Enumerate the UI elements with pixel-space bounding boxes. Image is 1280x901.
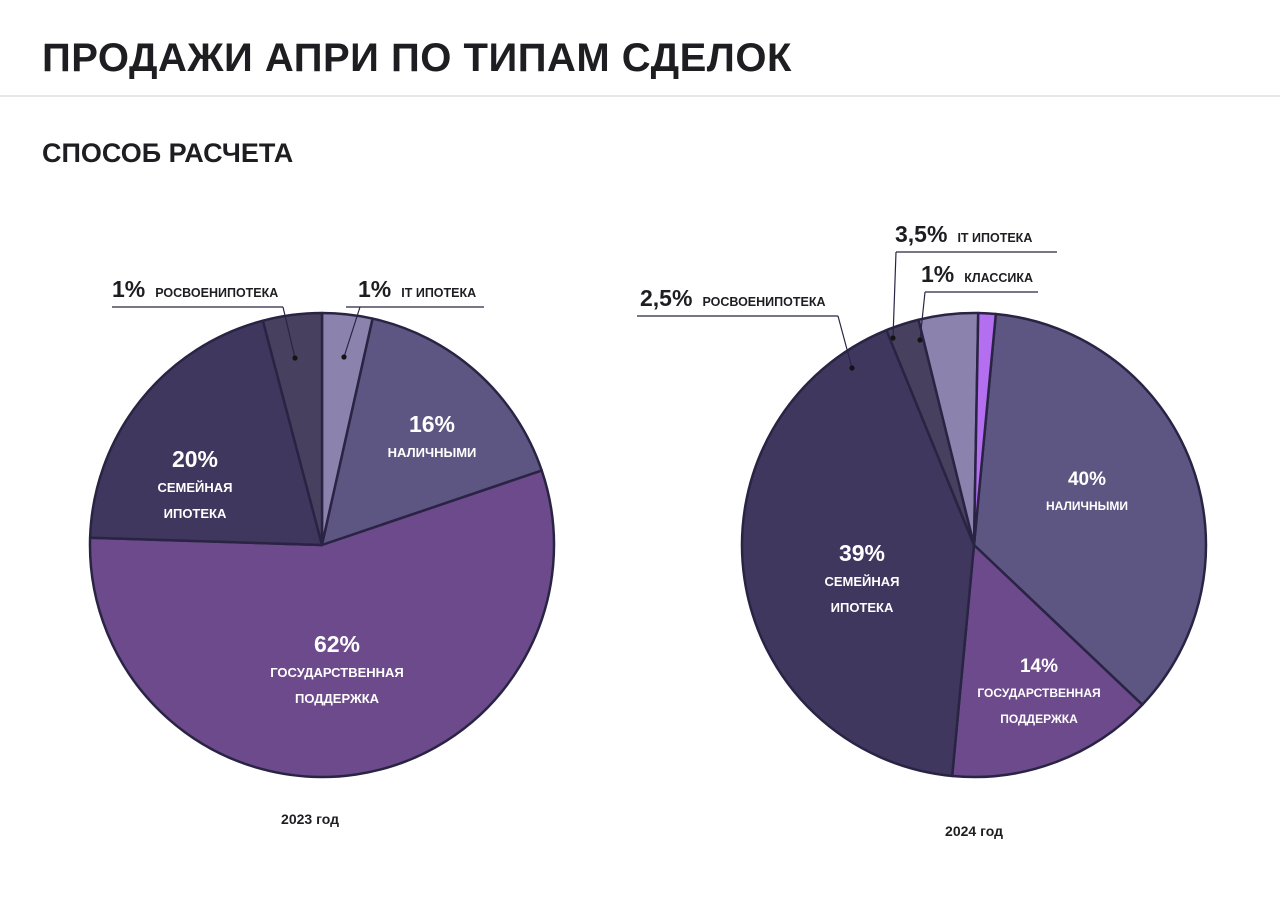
callout-percent: 2,5%	[640, 285, 692, 311]
callout-it: 1% IT ИПОТЕКА	[341, 276, 484, 360]
slice-name: ГОСУДАРСТВЕННАЯ	[977, 686, 1100, 700]
slice-label-gov: 62% ГОСУДАРСТВЕННАЯ ПОДДЕРЖКА	[270, 631, 404, 706]
pie-slices	[88, 311, 556, 779]
pie-slice-gov	[88, 469, 556, 779]
callout-leader	[343, 306, 361, 358]
section-title: СПОСОБ РАСЧЕТА	[42, 138, 294, 168]
slice-percent: 20%	[172, 446, 218, 472]
callout-name: РОСВОЕНИПОТЕКА	[155, 286, 278, 300]
slice-percent: 14%	[1020, 656, 1058, 677]
callout-name: РОСВОЕНИПОТЕКА	[702, 295, 825, 309]
callout-dot	[849, 365, 855, 371]
callout-dot	[890, 335, 896, 341]
chart-caption: 2024 год	[945, 823, 1003, 839]
callout-label: 1% КЛАССИКА	[921, 261, 1033, 287]
slice-name: ИПОТЕКА	[164, 506, 227, 521]
callout-label: 3,5% IT ИПОТЕКА	[895, 221, 1032, 247]
callout-dot	[917, 337, 923, 343]
pie-slice-classic	[972, 311, 998, 547]
slice-name: ГОСУДАРСТВЕННАЯ	[270, 665, 404, 680]
slice-name: СЕМЕЙНАЯ	[824, 574, 899, 589]
header-divider	[0, 95, 1280, 97]
callout-name: КЛАССИКА	[964, 271, 1033, 285]
slice-percent: 39%	[839, 540, 885, 566]
callout-name: IT ИПОТЕКА	[957, 231, 1032, 245]
pie-slice-rosvoen	[261, 311, 324, 547]
slice-label-cash: 16% НАЛИЧНЫМИ	[388, 411, 477, 460]
pie-slice-cash	[972, 312, 1208, 706]
slice-name: СЕМЕЙНАЯ	[157, 480, 232, 495]
slice-name: НАЛИЧНЫМИ	[1046, 499, 1128, 513]
callout-percent: 1%	[921, 261, 954, 287]
slice-percent: 62%	[314, 631, 360, 657]
pie-slices	[740, 311, 1208, 779]
callout-label: 2,5% РОСВОЕНИПОТЕКА	[640, 285, 825, 311]
callout-rosvoen: 1% РОСВОЕНИПОТЕКА	[112, 276, 298, 361]
callout-leader	[919, 291, 926, 341]
callout-leader	[282, 306, 296, 359]
callout-dot	[292, 355, 298, 361]
pie-chart-1: 1% IT ИПОТЕКА 16% НАЛИЧНЫМИ 62% ГОСУДАРСТВЕНН…	[88, 276, 556, 827]
callout-label: 1% IT ИПОТЕКА	[358, 276, 476, 302]
slice-name: ИПОТЕКА	[831, 600, 894, 615]
slice-label-family: 20% СЕМЕЙНАЯ ИПОТЕКА	[157, 446, 232, 521]
slice-label-family: 39% СЕМЕЙНАЯ ИПОТЕКА	[824, 540, 899, 615]
callout-percent: 1%	[358, 276, 391, 302]
slice-percent: 16%	[409, 411, 455, 437]
callout-leader	[892, 251, 897, 339]
callout-it: 3,5% IT ИПОТЕКА	[890, 221, 1057, 341]
slice-name: ПОДДЕРЖКА	[1000, 712, 1078, 726]
callout-leader	[837, 315, 853, 369]
callout-percent: 3,5%	[895, 221, 947, 247]
pie-chart-2: 40% НАЛИЧНЫМИ 14% ГОСУДАРСТВЕННАЯ ПОДДЕРЖКА 3…	[637, 221, 1208, 839]
callout-dot	[341, 354, 347, 360]
chart-caption: 2023 год	[281, 811, 339, 827]
pie-slice-family	[88, 319, 324, 547]
callout-rosvoen: 2,5% РОСВОЕНИПОТЕКА	[637, 285, 855, 371]
slice-label-gov: 14% ГОСУДАРСТВЕННАЯ ПОДДЕРЖКА	[977, 656, 1100, 726]
callout-name: IT ИПОТЕКА	[401, 286, 476, 300]
slice-percent: 40%	[1068, 469, 1106, 490]
callout-percent: 1%	[112, 276, 145, 302]
slice-name: ПОДДЕРЖКА	[295, 691, 380, 706]
slice-label-cash: 40% НАЛИЧНЫМИ	[1046, 469, 1128, 513]
page-title: ПРОДАЖИ АПРИ ПО ТИПАМ СДЕЛОК	[42, 36, 792, 80]
callout-classic: 1% КЛАССИКА	[917, 261, 1038, 343]
slice-name: НАЛИЧНЫМИ	[388, 445, 477, 460]
pie-slice-gov	[950, 543, 1144, 779]
callout-label: 1% РОСВОЕНИПОТЕКА	[112, 276, 278, 302]
pie-slice-family	[740, 328, 976, 778]
